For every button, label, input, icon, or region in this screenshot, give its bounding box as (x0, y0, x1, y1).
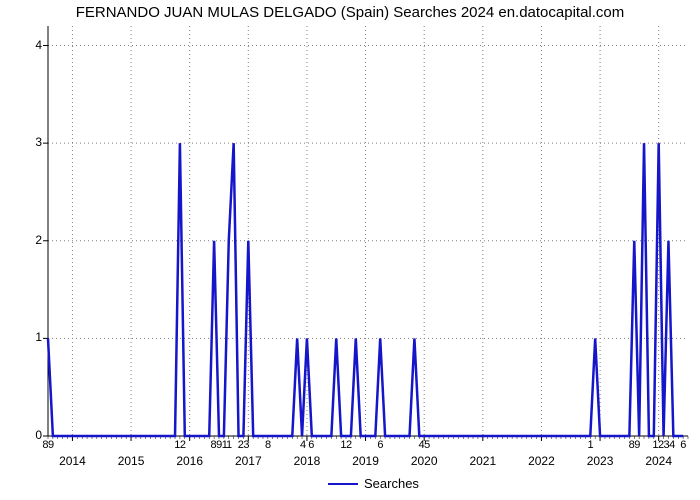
data-label: 1 (226, 439, 232, 451)
x-tick-label: 2020 (411, 454, 438, 468)
data-label: 1 (587, 439, 593, 451)
data-label: 12 (340, 439, 351, 451)
data-label: 891 (211, 439, 228, 451)
y-tick-label: 0 (35, 428, 42, 442)
x-tick-label: 2016 (176, 454, 203, 468)
plot-area (48, 26, 688, 436)
x-tick-label: 2018 (294, 454, 321, 468)
x-tick-label: 2015 (118, 454, 145, 468)
data-label: 89 (629, 439, 640, 451)
x-tick-label: 2022 (528, 454, 555, 468)
x-tick-label: 2021 (469, 454, 496, 468)
data-label: 8 (265, 439, 271, 451)
data-label: 6 (680, 439, 686, 451)
data-label: 23 (238, 439, 249, 451)
x-tick-label: 2024 (645, 454, 672, 468)
y-tick-label: 4 (35, 38, 42, 52)
y-tick-label: 2 (35, 233, 42, 247)
legend-label: Searches (364, 476, 419, 491)
data-label: 6 (377, 439, 383, 451)
legend-swatch (328, 483, 358, 485)
data-label: 89 (42, 439, 53, 451)
chart-title: FERNANDO JUAN MULAS DELGADO (Spain) Sear… (0, 4, 700, 21)
legend: Searches (328, 476, 419, 491)
data-label: 12 (174, 439, 185, 451)
x-tick-label: 2014 (59, 454, 86, 468)
y-tick-label: 3 (35, 135, 42, 149)
data-label: 4 6 (300, 439, 314, 451)
y-tick-label: 1 (35, 330, 42, 344)
data-label: 1234 (652, 439, 674, 451)
data-label: 45 (419, 439, 430, 451)
x-tick-label: 2017 (235, 454, 262, 468)
x-tick-label: 2023 (587, 454, 614, 468)
x-tick-label: 2019 (352, 454, 379, 468)
chart-svg (48, 26, 688, 436)
